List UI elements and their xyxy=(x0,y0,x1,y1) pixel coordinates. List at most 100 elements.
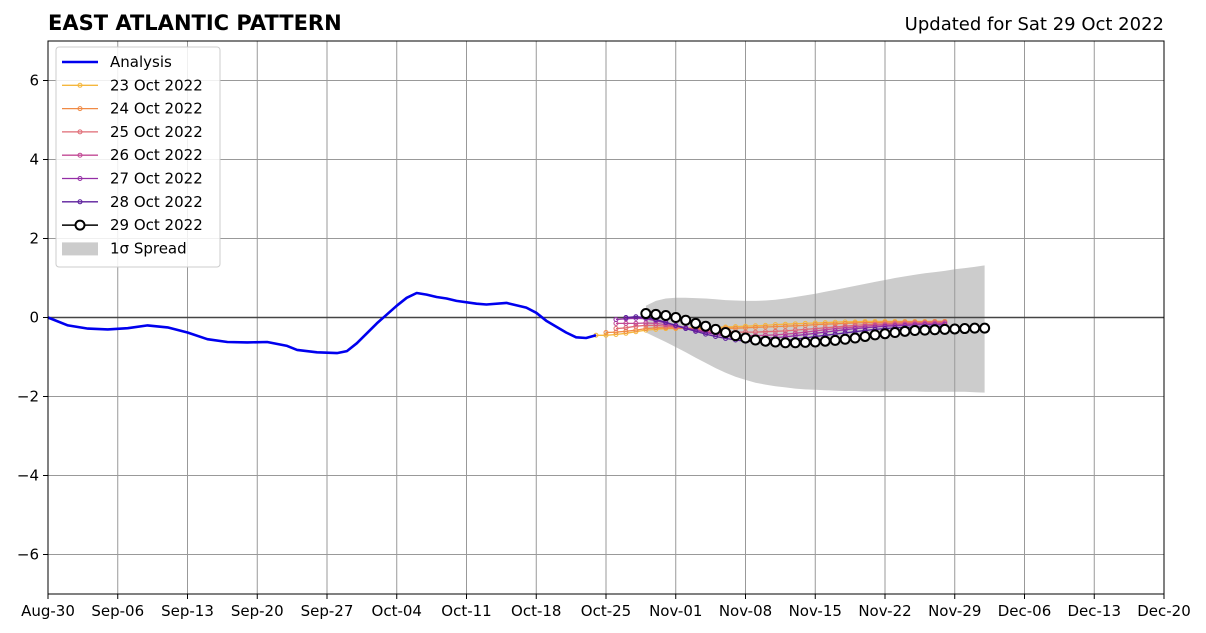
latest-forecast-point xyxy=(690,317,702,329)
forecast-point xyxy=(792,327,798,333)
legend-swatch-marker xyxy=(77,129,83,135)
latest-forecast-point xyxy=(949,323,961,335)
analysis-line xyxy=(47,291,597,355)
latest-forecast-point xyxy=(819,335,831,347)
latest-forecast-point xyxy=(720,327,732,339)
x-tick-label: Oct-11 xyxy=(441,602,491,620)
forecast-point xyxy=(802,326,808,332)
legend-label: 26 Oct 2022 xyxy=(110,146,203,164)
legend-swatch-marker xyxy=(77,199,83,205)
x-tick-label: Sep-27 xyxy=(301,602,354,620)
forecast-point xyxy=(603,332,609,338)
latest-forecast-point xyxy=(809,336,821,348)
x-tick-label: Dec-13 xyxy=(1067,602,1121,620)
forecast-point xyxy=(772,324,778,330)
series-layer xyxy=(47,291,991,355)
forecast-line xyxy=(615,321,945,333)
latest-forecast-point xyxy=(869,329,881,341)
x-tick-label: Nov-01 xyxy=(649,602,702,620)
y-tick-label: 4 xyxy=(29,151,39,169)
latest-forecast-point xyxy=(660,310,672,322)
latest-forecast-point xyxy=(650,308,662,320)
legend-label: 27 Oct 2022 xyxy=(110,170,203,188)
chart-subtitle: Updated for Sat 29 Oct 2022 xyxy=(905,14,1164,35)
latest-forecast-point xyxy=(979,322,991,334)
latest-forecast-point xyxy=(859,330,871,342)
forecast-point xyxy=(693,328,699,334)
latest-forecast-point xyxy=(710,323,722,335)
forecast-point xyxy=(812,330,818,336)
forecast-point xyxy=(862,325,868,331)
legend-label: Analysis xyxy=(110,53,172,71)
legend-swatch-marker xyxy=(77,106,83,112)
forecast-point xyxy=(603,330,609,336)
forecast-point xyxy=(782,323,788,329)
axis-layer: Aug-30 Sep-06 Sep-13 Sep-20 Sep-27 Oct-04 Oct-… xyxy=(17,40,1191,620)
legend-swatch-spread xyxy=(62,242,98,256)
legend-swatch-marker xyxy=(77,152,83,158)
forecast-point xyxy=(842,327,848,333)
latest-forecast-point xyxy=(700,320,712,332)
forecast-point xyxy=(633,314,639,320)
x-tick-label: Oct-04 xyxy=(372,602,422,620)
legend-box xyxy=(55,46,221,268)
forecast-point xyxy=(613,326,619,332)
forecast-point xyxy=(852,326,858,332)
forecast-point xyxy=(613,316,619,322)
legend-label: 28 Oct 2022 xyxy=(110,193,203,211)
x-tick-label: Oct-18 xyxy=(511,602,561,620)
forecast-point xyxy=(762,324,768,330)
latest-forecast-point xyxy=(680,314,692,326)
chart-title: EAST ATLANTIC PATTERN xyxy=(48,11,342,35)
grid-layer xyxy=(47,41,1165,594)
latest-forecast-point xyxy=(929,324,941,336)
latest-forecast-point xyxy=(919,324,931,336)
latest-forecast-point xyxy=(959,323,971,335)
y-tick-label: −6 xyxy=(17,546,39,564)
y-tick-label: 0 xyxy=(29,309,39,327)
latest-forecast-point xyxy=(889,327,901,339)
x-tick-label: Aug-30 xyxy=(21,602,75,620)
latest-forecast-point xyxy=(670,312,682,323)
latest-forecast-point xyxy=(899,325,911,337)
forecast-line xyxy=(616,322,945,337)
latest-forecast-point xyxy=(799,336,811,348)
forecast-point xyxy=(633,323,639,329)
forecast-point xyxy=(822,329,828,335)
legend-swatch-marker xyxy=(77,176,83,181)
x-tick-label: Nov-15 xyxy=(789,602,842,620)
latest-forecast-point xyxy=(640,308,652,320)
forecast-point xyxy=(683,326,689,332)
forecast-point xyxy=(752,324,758,330)
latest-forecast-point xyxy=(740,332,751,344)
forecast-point xyxy=(703,331,709,337)
legend-label: 1σ Spread xyxy=(110,239,187,257)
legend-label: 29 Oct 2022 xyxy=(110,216,203,234)
latest-forecast-point xyxy=(939,323,951,335)
legend-swatch-marker xyxy=(77,82,83,88)
x-tick-label: Nov-08 xyxy=(719,602,772,620)
latest-forecast-point xyxy=(749,334,761,346)
forecast-point xyxy=(643,326,649,332)
forecast-point xyxy=(782,331,788,337)
forecast-point xyxy=(633,320,639,326)
x-tick-label: Nov-22 xyxy=(858,602,911,620)
latest-forecast-point xyxy=(779,337,791,349)
y-tick-label: 2 xyxy=(29,230,39,248)
plot-frame xyxy=(47,40,1165,595)
latest-forecast-point xyxy=(909,325,921,337)
x-tick-label: Sep-13 xyxy=(161,602,214,620)
y-tick-label: −4 xyxy=(17,467,39,485)
legend-label: 24 Oct 2022 xyxy=(110,100,203,118)
latest-forecast-point xyxy=(759,335,771,347)
x-tick-label: Sep-06 xyxy=(91,602,144,620)
x-tick-label: Dec-20 xyxy=(1137,602,1191,620)
forecast-point xyxy=(673,322,679,328)
legend-swatch-marker xyxy=(74,219,86,231)
latest-forecast-point xyxy=(849,332,861,344)
forecast-point xyxy=(623,320,629,326)
legend-label: 25 Oct 2022 xyxy=(110,123,203,141)
x-tick-label: Oct-25 xyxy=(581,602,631,620)
y-tick-label: −2 xyxy=(17,388,39,406)
